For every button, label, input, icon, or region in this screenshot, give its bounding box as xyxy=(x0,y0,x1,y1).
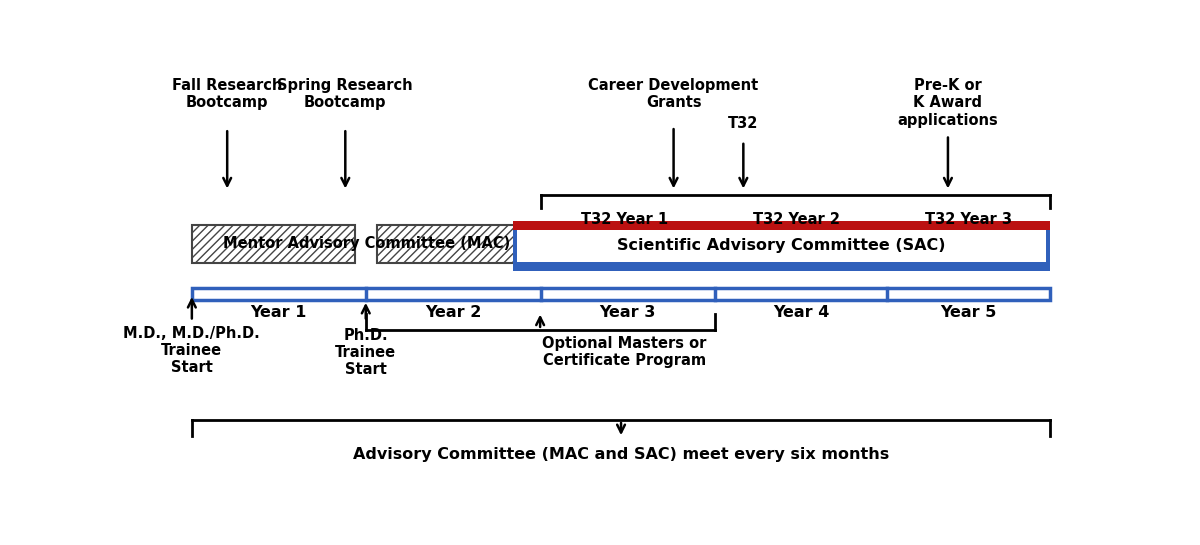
Text: Year 1: Year 1 xyxy=(251,305,307,320)
Bar xyxy=(192,225,355,263)
Text: T32 Year 2: T32 Year 2 xyxy=(752,212,840,227)
Text: Advisory Committee (MAC and SAC) meet every six months: Advisory Committee (MAC and SAC) meet ev… xyxy=(353,447,889,462)
Text: Year 5: Year 5 xyxy=(941,305,997,320)
Text: T32: T32 xyxy=(728,116,758,131)
Bar xyxy=(377,225,541,263)
Text: Spring Research
Bootcamp: Spring Research Bootcamp xyxy=(277,78,413,111)
Text: Ph.D.
Trainee
Start: Ph.D. Trainee Start xyxy=(335,328,396,378)
Text: Year 3: Year 3 xyxy=(599,305,655,320)
Text: Year 4: Year 4 xyxy=(773,305,829,320)
Text: Pre-K or
K Award
applications: Pre-K or K Award applications xyxy=(898,78,998,128)
Text: T32 Year 1: T32 Year 1 xyxy=(581,212,668,227)
Text: Mentor Advisory Committee (MAC): Mentor Advisory Committee (MAC) xyxy=(223,236,510,251)
Bar xyxy=(192,288,1050,300)
Text: Fall Research
Bootcamp: Fall Research Bootcamp xyxy=(172,78,282,111)
Bar xyxy=(517,230,1045,262)
Text: T32 Year 3: T32 Year 3 xyxy=(925,212,1012,227)
Text: M.D., M.D./Ph.D.
Trainee
Start: M.D., M.D./Ph.D. Trainee Start xyxy=(124,325,260,376)
Bar xyxy=(512,221,1050,271)
Bar xyxy=(512,230,1050,271)
Text: Optional Masters or
Certificate Program: Optional Masters or Certificate Program xyxy=(542,336,707,368)
Text: Year 2: Year 2 xyxy=(425,305,481,320)
Text: Career Development
Grants: Career Development Grants xyxy=(588,78,758,111)
Text: Scientific Advisory Committee (SAC): Scientific Advisory Committee (SAC) xyxy=(617,238,946,253)
